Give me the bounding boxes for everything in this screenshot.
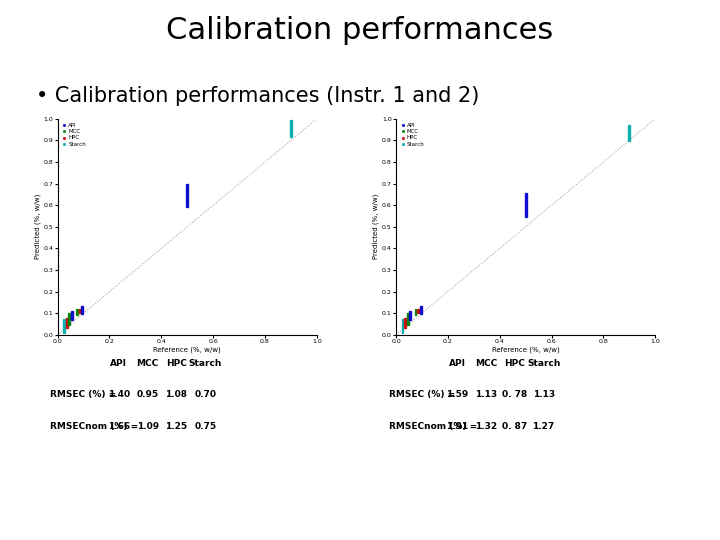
Text: MCC: MCC bbox=[475, 359, 497, 368]
Text: 0.95: 0.95 bbox=[137, 390, 158, 400]
Bar bbox=[66, 318, 68, 328]
Text: RMSECnom (%) =: RMSECnom (%) = bbox=[50, 422, 139, 431]
Bar bbox=[417, 309, 419, 313]
Text: • Calibration performances (Instr. 1 and 2): • Calibration performances (Instr. 1 and… bbox=[36, 86, 480, 106]
Bar bbox=[81, 306, 83, 314]
Text: 1.08: 1.08 bbox=[166, 390, 187, 400]
Y-axis label: Predicted (%, w/w): Predicted (%, w/w) bbox=[35, 194, 41, 260]
Text: 1.25: 1.25 bbox=[166, 422, 187, 431]
Text: MCC: MCC bbox=[137, 359, 158, 368]
Bar bbox=[290, 120, 292, 137]
Legend: API, MCC, HPC, Starch: API, MCC, HPC, Starch bbox=[60, 122, 88, 148]
Text: 0.75: 0.75 bbox=[194, 422, 216, 431]
Text: Starch: Starch bbox=[189, 359, 222, 368]
Text: 1.40: 1.40 bbox=[108, 390, 130, 400]
Text: RMSEC (%) =: RMSEC (%) = bbox=[50, 390, 117, 400]
X-axis label: Reference (%, w/w): Reference (%, w/w) bbox=[153, 347, 221, 353]
Bar bbox=[71, 310, 73, 320]
Text: 0.70: 0.70 bbox=[194, 390, 216, 400]
Text: RMSEC (%) =: RMSEC (%) = bbox=[389, 390, 455, 400]
Text: Calibration performances: Calibration performances bbox=[166, 16, 554, 45]
Text: 1.13: 1.13 bbox=[533, 390, 554, 400]
Text: 1.27: 1.27 bbox=[533, 422, 554, 431]
Bar bbox=[68, 313, 70, 325]
Bar bbox=[78, 309, 81, 313]
Text: 1.59: 1.59 bbox=[446, 390, 468, 400]
Bar bbox=[629, 125, 630, 141]
Text: 1.09: 1.09 bbox=[137, 422, 158, 431]
X-axis label: Reference (%, w/w): Reference (%, w/w) bbox=[492, 347, 559, 353]
Bar bbox=[415, 309, 416, 315]
Text: 0. 78: 0. 78 bbox=[502, 390, 528, 400]
Bar bbox=[76, 309, 78, 315]
Bar bbox=[410, 310, 411, 320]
Text: RMSECnom (%) =: RMSECnom (%) = bbox=[389, 422, 477, 431]
Y-axis label: Predicted (%, w/w): Predicted (%, w/w) bbox=[373, 194, 379, 260]
Legend: API, MCC, HPC, Starch: API, MCC, HPC, Starch bbox=[399, 122, 426, 148]
Bar bbox=[63, 319, 65, 333]
Text: 0. 87: 0. 87 bbox=[502, 422, 528, 431]
Bar bbox=[525, 193, 526, 217]
Bar bbox=[407, 313, 408, 325]
Text: Starch: Starch bbox=[527, 359, 560, 368]
Bar bbox=[420, 306, 421, 314]
Bar bbox=[404, 318, 406, 328]
Text: HPC: HPC bbox=[505, 359, 525, 368]
Bar bbox=[402, 319, 403, 333]
Text: HPC: HPC bbox=[166, 359, 186, 368]
Text: 1.13: 1.13 bbox=[475, 390, 497, 400]
Text: API: API bbox=[110, 359, 127, 368]
Text: 1.66: 1.66 bbox=[108, 422, 130, 431]
Text: API: API bbox=[449, 359, 466, 368]
Text: 1.91: 1.91 bbox=[446, 422, 468, 431]
Text: 1.32: 1.32 bbox=[475, 422, 497, 431]
Bar bbox=[186, 184, 188, 207]
